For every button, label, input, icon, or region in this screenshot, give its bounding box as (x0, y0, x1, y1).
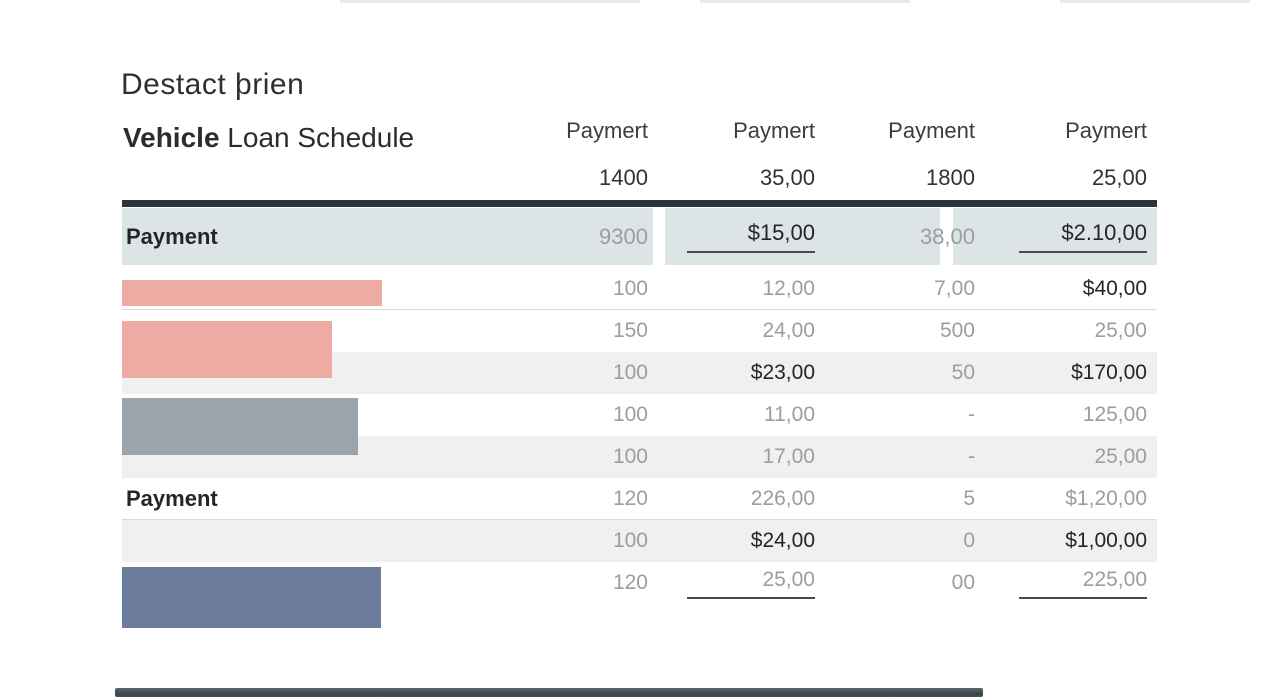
row-cell-3: 5 (963, 486, 975, 510)
row-cell-2: 12,00 (762, 276, 815, 300)
bottom-dark-bar (115, 688, 983, 697)
gray-bar (122, 398, 358, 455)
row-cell-4: 225,00 (975, 568, 1157, 599)
row-cell-4: $1,20,00 (1065, 486, 1147, 510)
subtitle-rest-part: Loan Schedule (219, 122, 415, 153)
row-cell-2: 11,00 (764, 403, 815, 426)
header-label-row: Paymert Paymert Payment Paymert (122, 116, 1157, 146)
row-cell-2: 226,00 (750, 486, 815, 510)
salmon-bar-1 (122, 280, 382, 306)
summary-cell-4: $2.10,00 (975, 220, 1157, 253)
row-cell-2: 24,00 (762, 319, 815, 342)
column-headers: Paymert Paymert Payment Paymert 1400 35,… (122, 116, 1157, 193)
row-cell-3: 7,00 (934, 276, 975, 300)
row-cell-4: $40,00 (1082, 276, 1147, 300)
row-cell-1: 120 (612, 486, 648, 510)
table-row: Payment 120 226,00 5 $1,20,00 (122, 478, 1157, 520)
table-row: 100 11,00 - 125,00 (122, 394, 1157, 436)
row-cell-4: 125,00 (1082, 403, 1147, 426)
row-cell-1: 100 (612, 361, 648, 384)
row-cell-4: 25,00 (1094, 319, 1147, 342)
summary-cell-1: 9300 (599, 223, 648, 249)
table-row: 120 25,00 00 225,00 (122, 562, 1157, 604)
document-subtitle: Vehicle Loan Schedule (123, 122, 414, 154)
top-edge-artifact (700, 0, 910, 3)
row-cell-1: 100 (612, 403, 648, 426)
subtitle-bold-part: Vehicle (123, 122, 220, 153)
document-title: Destact þrien (121, 68, 305, 101)
blue-bar (122, 567, 381, 628)
row-cell-3: - (968, 445, 975, 468)
row-cell-2: $23,00 (750, 361, 815, 384)
column-header-4: Paymert (1065, 118, 1147, 143)
row-cell-1: 100 (612, 529, 648, 552)
header-value-row: 1400 35,00 1800 25,00 (122, 163, 1157, 193)
row-cell-3: 00 (951, 571, 975, 594)
summary-cell-3: 38,00 (919, 223, 975, 249)
row-cell-2: $24,00 (750, 529, 815, 552)
top-edge-artifact (340, 0, 640, 3)
row-label: Payment (126, 485, 218, 511)
summary-row-background-segment (665, 208, 940, 265)
row-cell-4: $170,00 (1071, 361, 1147, 384)
salmon-bar-2 (122, 321, 332, 378)
table-top-rule (122, 200, 1157, 207)
row-cell-3: 50 (951, 361, 975, 384)
table-row: 100 $24,00 0 $1,00,00 (122, 520, 1157, 562)
summary-row: Payment 9300 $15,00 38,00 $2.10,00 (122, 208, 1157, 265)
row-cell-1: 100 (612, 276, 648, 300)
column-header-value-3: 1800 (926, 165, 975, 190)
table-row: 150 24,00 500 25,00 (122, 310, 1157, 352)
row-cell-3: - (968, 403, 975, 426)
row-cell-4: 25,00 (1094, 445, 1147, 468)
row-cell-4: $1,00,00 (1065, 529, 1147, 552)
column-header-value-1: 1400 (599, 165, 648, 190)
row-cell-2: 25,00 (648, 568, 815, 599)
summary-row-background-segment (122, 208, 653, 265)
table-row: 100 12,00 7,00 $40,00 (122, 268, 1157, 310)
row-cell-2: 17,00 (762, 445, 815, 468)
column-header-3: Payment (888, 118, 975, 143)
column-header-value-4: 25,00 (1091, 165, 1147, 190)
column-header-value-2: 35,00 (759, 165, 815, 190)
column-header-1: Paymert (566, 118, 648, 143)
row-cell-1: 120 (612, 571, 648, 594)
row-cell-3: 500 (939, 319, 975, 342)
summary-cell-2: $15,00 (648, 220, 815, 253)
column-header-2: Paymert (733, 118, 815, 143)
row-cell-1: 100 (612, 445, 648, 468)
summary-row-background-segment (953, 208, 1157, 265)
row-cell-1: 150 (612, 319, 648, 342)
summary-row-label: Payment (126, 223, 218, 249)
row-cell-3: 0 (963, 529, 975, 552)
top-edge-artifact (1060, 0, 1250, 3)
